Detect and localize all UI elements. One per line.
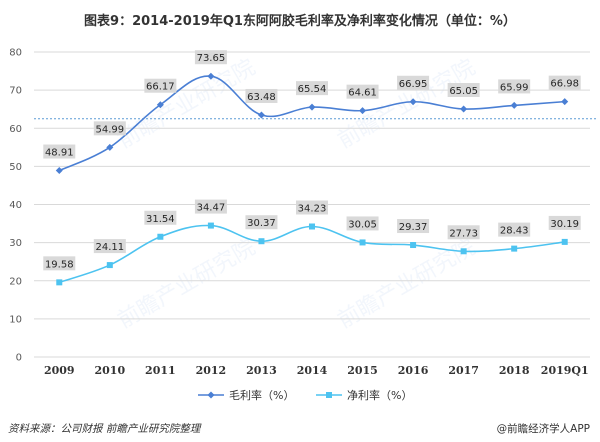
x-tick-label: 2018 xyxy=(499,364,530,377)
data-point xyxy=(157,233,164,240)
y-tick-label: 20 xyxy=(9,276,22,287)
data-label: 63.48 xyxy=(247,92,276,103)
data-label: 19.58 xyxy=(45,259,74,270)
x-tick-label: 2015 xyxy=(347,364,378,377)
data-point xyxy=(561,98,569,106)
y-tick-label: 10 xyxy=(9,314,22,325)
y-tick-label: 0 xyxy=(16,353,22,364)
data-label-bg xyxy=(447,82,480,97)
data-label: 30.37 xyxy=(247,218,276,229)
data-label: 66.17 xyxy=(146,82,175,93)
data-label-bg xyxy=(548,75,581,90)
data-point xyxy=(460,248,467,255)
data-label: 28.43 xyxy=(500,226,529,237)
data-label: 34.47 xyxy=(197,203,226,214)
data-label: 34.23 xyxy=(298,203,327,214)
data-label-bg xyxy=(194,199,227,214)
legend-label: 净利率（%） xyxy=(347,388,412,402)
data-label: 48.91 xyxy=(45,148,74,159)
x-tick-label: 2017 xyxy=(448,364,479,377)
data-point xyxy=(511,245,518,252)
data-label: 65.54 xyxy=(298,84,327,95)
data-label-bg xyxy=(194,50,227,65)
y-tick-label: 80 xyxy=(9,48,22,59)
data-label: 73.65 xyxy=(197,53,226,64)
data-label: 30.05 xyxy=(348,219,377,230)
data-label: 65.05 xyxy=(449,86,478,97)
y-tick-label: 50 xyxy=(9,162,22,173)
legend-label: 毛利率（%） xyxy=(229,388,294,402)
data-label: 54.99 xyxy=(95,124,124,135)
y-tick-label: 70 xyxy=(9,86,22,97)
series-line xyxy=(59,224,565,284)
x-tick-label: 2019Q1 xyxy=(541,364,589,377)
data-point xyxy=(258,238,265,245)
data-label-bg xyxy=(144,78,177,93)
data-label-bg xyxy=(245,88,278,103)
x-tick-label: 2016 xyxy=(398,364,429,377)
data-point xyxy=(409,98,417,106)
data-label: 24.11 xyxy=(95,242,124,253)
data-label-bg xyxy=(346,84,379,99)
data-label: 65.99 xyxy=(500,82,529,93)
data-point xyxy=(359,239,366,246)
watermark: 前瞻产业研究院 xyxy=(334,55,480,154)
legend-marker xyxy=(207,391,215,399)
x-tick-label: 2012 xyxy=(196,364,227,377)
data-point xyxy=(106,143,114,151)
x-tick-label: 2014 xyxy=(297,364,328,377)
brand-label: @前瞻经济学人APP xyxy=(496,423,590,435)
watermark: 前瞻产业研究院 xyxy=(114,55,260,154)
data-point xyxy=(561,238,568,245)
y-tick-label: 30 xyxy=(9,238,22,249)
data-label-bg xyxy=(144,210,177,225)
data-point xyxy=(106,262,113,269)
data-point xyxy=(207,222,214,229)
data-point xyxy=(55,167,63,175)
data-label-bg xyxy=(447,225,480,240)
x-tick-label: 2009 xyxy=(44,364,75,377)
data-label-bg xyxy=(296,81,328,96)
data-point xyxy=(359,107,367,115)
data-label-bg xyxy=(43,144,76,159)
data-label-bg xyxy=(245,215,278,230)
data-point xyxy=(510,101,518,109)
data-label-bg xyxy=(397,219,430,234)
y-tick-label: 60 xyxy=(9,124,22,135)
data-label: 66.95 xyxy=(399,79,428,90)
data-point xyxy=(156,101,164,109)
data-point xyxy=(308,103,316,111)
legend-marker xyxy=(326,392,332,398)
data-label: 64.61 xyxy=(348,88,377,99)
data-label-bg xyxy=(548,215,581,230)
data-label: 66.98 xyxy=(550,79,579,90)
data-label: 29.37 xyxy=(399,222,428,233)
source-note: 资料来源：公司财报 前瞻产业研究院整理 xyxy=(8,423,201,435)
data-label: 31.54 xyxy=(146,214,175,225)
data-label-bg xyxy=(346,216,379,231)
data-point xyxy=(410,242,417,249)
data-label: 27.73 xyxy=(449,228,478,239)
data-label-bg xyxy=(397,75,430,90)
data-label-bg xyxy=(296,200,328,215)
data-point xyxy=(56,279,63,286)
x-tick-label: 2013 xyxy=(246,364,277,377)
x-tick-label: 2010 xyxy=(95,364,126,377)
data-label-bg xyxy=(93,121,126,136)
data-point xyxy=(207,72,215,80)
y-tick-label: 40 xyxy=(9,200,22,211)
data-label-bg xyxy=(498,79,531,94)
data-label-bg xyxy=(43,256,76,271)
x-tick-label: 2011 xyxy=(145,364,176,377)
data-point xyxy=(460,105,468,113)
data-label-bg xyxy=(498,222,531,237)
data-label-bg xyxy=(93,239,126,254)
data-label: 30.19 xyxy=(550,219,579,230)
chart-title: 图表9：2014-2019年Q1东阿阿胶毛利率及净利率变化情况（单位：%） xyxy=(84,14,516,29)
data-point xyxy=(257,111,265,119)
data-point xyxy=(309,223,315,230)
